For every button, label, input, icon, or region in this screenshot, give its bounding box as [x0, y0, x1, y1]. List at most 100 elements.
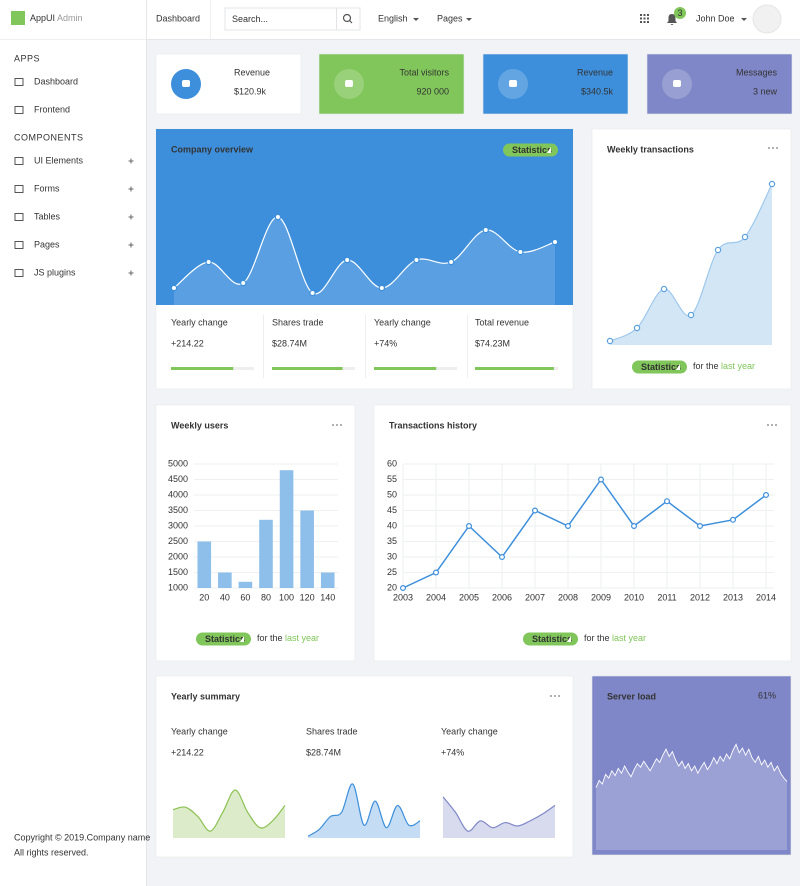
note-link[interactable]: last year	[285, 633, 319, 643]
point	[551, 238, 559, 246]
brand-logo	[11, 11, 25, 25]
menu-dot	[767, 424, 769, 426]
x-tick-label: 2010	[624, 592, 644, 602]
point	[378, 284, 386, 292]
point	[517, 248, 524, 256]
point	[205, 258, 212, 266]
transactions-history-card	[373, 404, 792, 662]
menu-dot	[772, 147, 774, 149]
point	[499, 553, 506, 560]
brand[interactable]: AppUI Admin	[30, 13, 83, 23]
stat-label: Revenue	[234, 67, 270, 77]
y-tick-label: 35	[387, 536, 397, 546]
copyright: All rights reserved.	[14, 847, 89, 857]
series-line	[442, 796, 556, 832]
search-icon[interactable]	[342, 13, 352, 23]
x-tick-label: 2011	[657, 592, 676, 602]
area-fill	[596, 744, 787, 850]
brand-name: AppUI	[30, 13, 55, 23]
apps-dot	[643, 14, 646, 16]
nav-icon	[14, 185, 24, 193]
metric-label: Yearly change	[374, 317, 431, 327]
y-tick-label: 2500	[168, 536, 188, 546]
more-menu[interactable]	[768, 147, 778, 149]
more-menu[interactable]	[767, 424, 777, 426]
point	[343, 256, 351, 264]
point	[729, 516, 736, 523]
metric-value: $74.23M	[475, 338, 510, 348]
nav-item[interactable]: Frontend	[34, 104, 70, 114]
apps-dot	[640, 17, 642, 20]
stat-value: $340.5k	[581, 86, 614, 96]
nav-item[interactable]: Dashboard	[34, 76, 78, 86]
stat-label: Total visitors	[399, 67, 449, 77]
nav-item[interactable]: UI Elements	[34, 155, 84, 165]
x-tick-label: 120	[300, 592, 315, 602]
pages-menu[interactable]: Pages	[437, 13, 463, 23]
apps-dot	[640, 14, 642, 16]
point	[741, 233, 749, 241]
stat-icon-glyph	[673, 80, 681, 87]
series-line	[402, 478, 767, 589]
nav-item[interactable]: Tables	[34, 211, 61, 221]
progress-bar	[171, 367, 234, 370]
note-link[interactable]: last year	[721, 361, 755, 371]
nav-icon	[14, 106, 24, 114]
x-tick-label: 2014	[756, 592, 776, 602]
y-tick-label: 45	[387, 505, 397, 515]
x-tick-label: 40	[220, 592, 230, 602]
menu-dot	[332, 424, 334, 426]
metric-label: Shares trade	[272, 317, 324, 327]
nav-icon	[14, 241, 24, 249]
metric-value: +74%	[374, 338, 397, 348]
bar	[218, 572, 232, 588]
stat-icon-glyph	[182, 80, 190, 87]
bar	[320, 572, 335, 588]
x-tick-label: 140	[320, 592, 335, 602]
nav-item[interactable]: JS plugins	[34, 267, 76, 277]
summary-label: Yearly change	[171, 726, 228, 736]
menu-dot	[340, 424, 342, 426]
y-tick-label: 40	[387, 520, 397, 530]
series-line	[595, 743, 788, 788]
more-menu[interactable]	[332, 424, 342, 426]
stat-card	[646, 53, 793, 115]
series-line	[307, 783, 421, 837]
nav-item[interactable]: Forms	[34, 183, 60, 193]
user-menu[interactable]: John Doe	[696, 13, 735, 23]
search-input[interactable]	[224, 7, 361, 31]
x-tick-label: 2008	[558, 592, 578, 602]
y-tick-label: 3000	[168, 520, 188, 530]
section-title: COMPONENTS	[14, 132, 84, 142]
stat-value: $120.9k	[234, 86, 267, 96]
nav-item[interactable]: Pages	[34, 239, 60, 249]
y-tick-label: 4500	[168, 474, 188, 484]
point	[663, 498, 670, 505]
stat-value: 3 new	[753, 86, 778, 96]
more-menu[interactable]	[550, 695, 560, 697]
point	[597, 476, 604, 483]
language-menu[interactable]: English	[378, 13, 408, 23]
point	[768, 180, 776, 188]
apps-icon[interactable]	[640, 14, 649, 23]
note-text: for the	[584, 633, 610, 643]
section-title: APPS	[14, 53, 40, 63]
metric-value: +214.22	[171, 338, 204, 348]
progress-bar	[374, 367, 437, 370]
point	[630, 522, 637, 529]
stat-card	[482, 53, 629, 115]
note-link[interactable]: last year	[612, 633, 646, 643]
card-title: Yearly summary	[171, 691, 240, 701]
card-title: Transactions history	[389, 420, 477, 430]
bell-icon[interactable]	[667, 14, 677, 25]
bar	[259, 519, 273, 588]
bar	[197, 541, 212, 588]
nav-icon	[14, 78, 24, 86]
apps-dot	[643, 17, 646, 20]
metric-value: $28.74M	[272, 338, 307, 348]
area-fill	[174, 216, 555, 305]
y-tick-label: 25	[387, 567, 397, 577]
avatar[interactable]	[752, 4, 782, 34]
weekly-transactions-card	[591, 128, 792, 390]
y-tick-label: 1500	[168, 567, 188, 577]
